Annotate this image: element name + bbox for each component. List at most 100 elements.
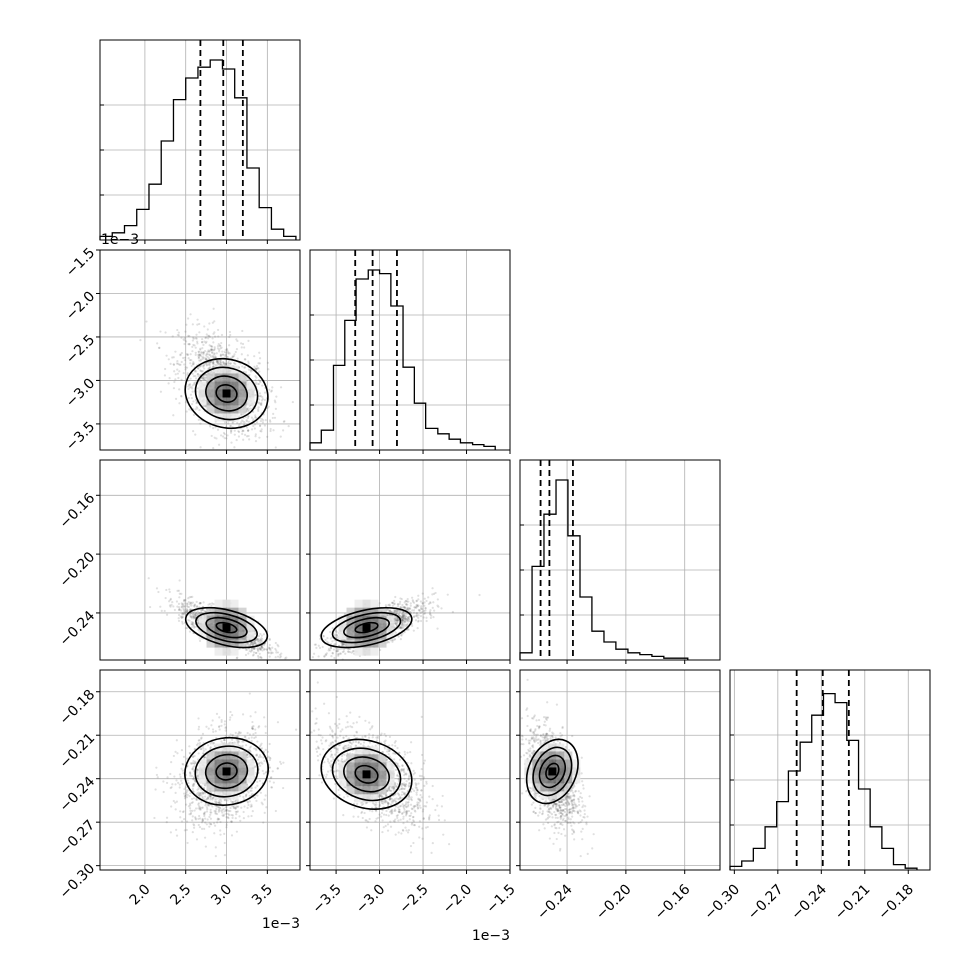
sample-point bbox=[282, 761, 285, 764]
sample-point bbox=[217, 343, 220, 346]
sample-point bbox=[235, 438, 238, 442]
sample-point bbox=[411, 599, 414, 602]
sample-point bbox=[213, 331, 216, 334]
sample-point bbox=[180, 378, 183, 381]
sample-point bbox=[279, 435, 282, 438]
sample-point bbox=[205, 333, 208, 336]
sample-point bbox=[216, 359, 219, 362]
sample-point bbox=[202, 353, 205, 356]
sample-point bbox=[259, 419, 263, 423]
sample-point bbox=[237, 430, 241, 434]
sample-point bbox=[188, 408, 191, 411]
sample-point bbox=[409, 607, 412, 610]
sample-point bbox=[204, 376, 207, 379]
sample-point bbox=[283, 420, 286, 423]
sample-point bbox=[254, 440, 258, 443]
sample-point bbox=[268, 643, 271, 647]
sample-point bbox=[193, 605, 196, 608]
sample-point bbox=[272, 412, 275, 415]
sample-point bbox=[247, 409, 250, 413]
sample-point bbox=[198, 365, 201, 368]
sample-point bbox=[220, 434, 223, 437]
sample-point bbox=[253, 427, 256, 430]
sample-point bbox=[393, 599, 396, 602]
sample-point bbox=[229, 429, 233, 433]
sample-point bbox=[177, 589, 180, 592]
sample-point bbox=[258, 424, 262, 428]
sample-point bbox=[191, 336, 195, 339]
sample-point bbox=[258, 436, 261, 439]
sample-point bbox=[228, 335, 231, 339]
sample-point bbox=[240, 353, 243, 356]
sample-point bbox=[168, 377, 171, 380]
sample-point bbox=[262, 821, 265, 824]
sample-point bbox=[336, 647, 339, 650]
sample-point bbox=[252, 424, 255, 428]
sample-point bbox=[282, 429, 285, 432]
sample-point bbox=[254, 416, 257, 419]
sample-point bbox=[271, 386, 274, 389]
sample-point bbox=[416, 627, 419, 630]
sample-point bbox=[250, 428, 254, 431]
sample-point bbox=[212, 356, 215, 359]
sample-point bbox=[241, 329, 244, 333]
sample-point bbox=[430, 614, 433, 617]
sample-point bbox=[230, 834, 234, 837]
sample-point bbox=[330, 655, 333, 658]
sample-point bbox=[199, 369, 202, 372]
sample-point bbox=[254, 367, 257, 371]
sample-point bbox=[252, 651, 256, 654]
sample-point bbox=[212, 427, 215, 430]
sample-point bbox=[247, 434, 250, 438]
sample-point bbox=[247, 652, 250, 655]
sample-point bbox=[227, 351, 230, 354]
sample-point bbox=[156, 342, 159, 345]
sample-point bbox=[233, 446, 236, 449]
sample-point bbox=[189, 377, 192, 380]
sample-point bbox=[163, 374, 167, 377]
sample-point bbox=[242, 438, 245, 441]
sample-point bbox=[168, 588, 171, 591]
sample-point bbox=[205, 358, 208, 361]
sample-point bbox=[423, 612, 427, 615]
sample-point bbox=[179, 363, 182, 366]
sample-point bbox=[254, 367, 257, 370]
sample-point bbox=[228, 330, 232, 334]
sample-point bbox=[323, 655, 326, 658]
sample-point bbox=[397, 605, 400, 608]
sample-point bbox=[348, 650, 352, 654]
sample-point bbox=[315, 646, 318, 649]
sample-point bbox=[188, 334, 191, 338]
sample-point bbox=[180, 616, 183, 619]
sample-point bbox=[423, 604, 426, 607]
sample-point bbox=[436, 627, 439, 630]
sample-point bbox=[183, 342, 186, 346]
sample-point bbox=[193, 603, 197, 606]
sample-point bbox=[227, 422, 230, 425]
sample-point bbox=[218, 350, 221, 353]
sample-point bbox=[213, 436, 216, 439]
sample-point bbox=[188, 343, 191, 346]
sample-point bbox=[204, 357, 207, 360]
sample-point bbox=[432, 592, 436, 596]
sample-point bbox=[158, 346, 161, 349]
sample-point bbox=[231, 355, 234, 358]
sample-point bbox=[192, 826, 196, 829]
sample-point bbox=[235, 338, 238, 341]
sample-point bbox=[194, 353, 197, 356]
sample-point bbox=[183, 792, 186, 795]
sample-point bbox=[266, 435, 269, 438]
sample-point bbox=[165, 816, 169, 819]
sample-point bbox=[207, 363, 210, 367]
sample-point bbox=[417, 616, 420, 620]
sample-point bbox=[176, 368, 179, 371]
sample-point bbox=[431, 587, 434, 590]
sample-point bbox=[387, 604, 390, 607]
density-cell bbox=[362, 599, 371, 608]
histogram-panel-0 bbox=[99, 39, 301, 244]
sample-point bbox=[187, 396, 190, 400]
sample-point bbox=[413, 601, 416, 604]
sample-point bbox=[205, 810, 209, 813]
sample-point bbox=[278, 653, 282, 656]
sample-point bbox=[258, 362, 261, 365]
